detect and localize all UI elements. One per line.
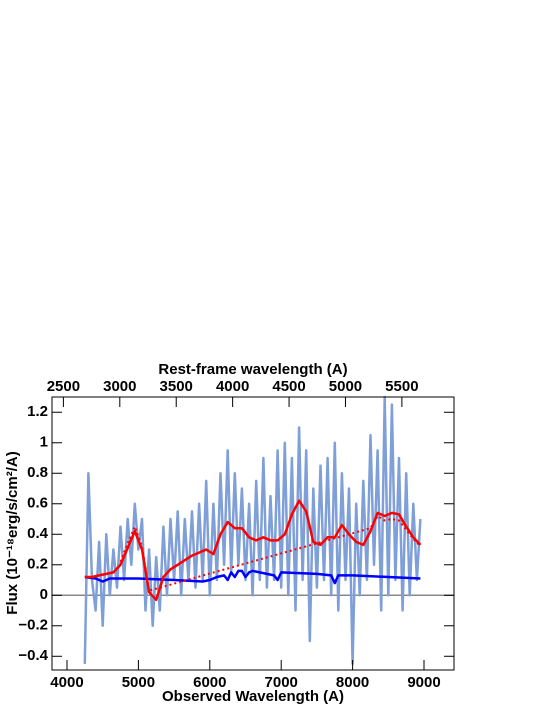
y-tick-label: 0.2 xyxy=(27,556,48,573)
x2-tick-label: 2500 xyxy=(47,378,80,395)
x-tick-label: 5000 xyxy=(122,674,155,691)
x-tick-label: 8000 xyxy=(336,674,369,691)
x-tick-label: 6000 xyxy=(193,674,226,691)
series-line xyxy=(84,569,421,585)
x-tick-label: 9000 xyxy=(407,674,440,691)
y-tick-label: −0.4 xyxy=(18,647,48,664)
y-tick-label: 1 xyxy=(40,434,48,451)
x-tick-label: 4000 xyxy=(50,674,83,691)
y-tick-label: 0 xyxy=(40,586,48,603)
x2-axis-label: Rest-frame wavelength (A) xyxy=(158,361,347,378)
y-tick-label: 0.4 xyxy=(27,525,49,542)
x2-tick-label: 3000 xyxy=(103,378,136,395)
series-line xyxy=(84,499,422,602)
x-tick-label: 7000 xyxy=(265,674,298,691)
y-tick-label: 0.6 xyxy=(27,495,48,512)
y-tick-label: −0.2 xyxy=(18,617,48,634)
plot-frame xyxy=(51,396,455,671)
x2-tick-label: 4500 xyxy=(272,378,305,395)
y-tick-label: 0.8 xyxy=(27,464,48,481)
y-axis-label: Flux (10⁻¹⁸erg/s/cm²/A) xyxy=(4,451,21,614)
x2-tick-label: 3500 xyxy=(160,378,193,395)
x2-tick-label: 5500 xyxy=(385,378,418,395)
x2-tick-label: 4000 xyxy=(216,378,249,395)
y-tick-label: 1.2 xyxy=(27,403,48,420)
x-axis-label: Observed Wavelength (A) xyxy=(162,688,344,705)
x2-tick-label: 5000 xyxy=(329,378,362,395)
series-line xyxy=(83,395,422,666)
